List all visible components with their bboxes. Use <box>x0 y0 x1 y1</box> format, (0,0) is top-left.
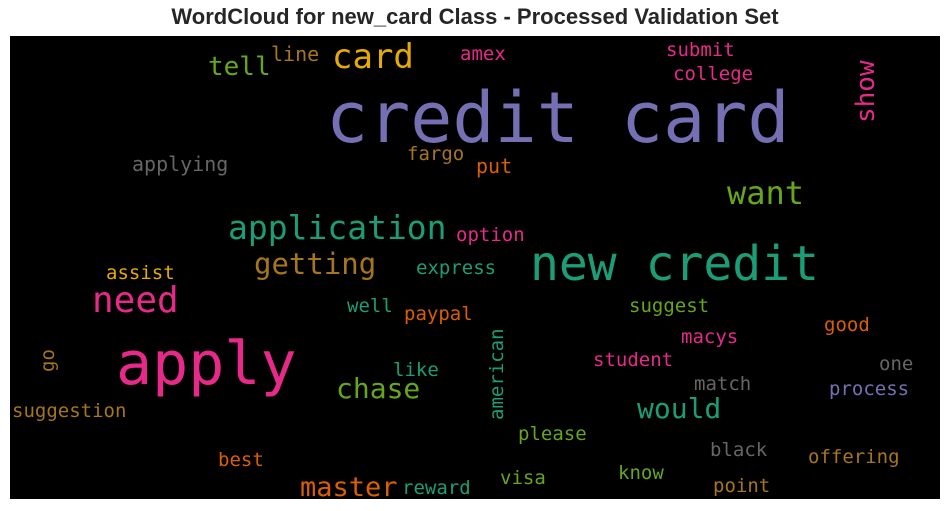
word-tell: tell <box>208 52 271 82</box>
chart-title: WordCloud for new_card Class - Processed… <box>171 4 779 29</box>
word-like: like <box>393 359 439 381</box>
word-option: option <box>456 224 525 246</box>
word-want: want <box>727 174 804 212</box>
word-college: college <box>673 63 753 85</box>
word-submit: submit <box>666 39 735 61</box>
word-point: point <box>713 475 770 497</box>
word-one: one <box>879 353 913 375</box>
word-applying: applying <box>132 152 228 176</box>
wordcloud-svg: credit card new credit apply application car… <box>12 37 913 499</box>
word-credit-card: credit card <box>326 77 790 159</box>
word-reward: reward <box>402 477 471 499</box>
word-process: process <box>829 378 909 400</box>
word-know: know <box>618 462 664 484</box>
word-chase: chase <box>336 372 420 405</box>
word-amex: amex <box>460 43 506 65</box>
word-master: master <box>300 472 398 499</box>
word-go: go <box>37 349 59 372</box>
word-card: card <box>332 37 414 77</box>
word-please: please <box>518 423 587 445</box>
word-match: match <box>694 373 751 395</box>
word-would: would <box>637 392 721 425</box>
word-good: good <box>824 314 870 336</box>
word-need: need <box>92 280 179 321</box>
word-apply: apply <box>116 329 297 399</box>
word-best: best <box>218 449 264 471</box>
word-getting: getting <box>254 247 376 281</box>
word-show: show <box>851 60 881 123</box>
word-american: american <box>486 328 508 420</box>
word-fargo: fargo <box>407 143 464 165</box>
word-macys: macys <box>681 326 738 348</box>
word-new-credit: new credit <box>530 236 819 292</box>
word-suggest: suggest <box>629 295 709 317</box>
word-express: express <box>416 257 496 279</box>
word-well: well <box>347 295 393 317</box>
word-application: application <box>228 208 447 247</box>
word-put: put <box>476 154 512 178</box>
word-line: line <box>271 42 319 66</box>
word-paypal: paypal <box>404 303 473 325</box>
word-student: student <box>593 349 673 371</box>
word-visa: visa <box>500 467 546 489</box>
word-black: black <box>710 439 768 461</box>
word-offering: offering <box>808 446 900 468</box>
word-assist: assist <box>106 262 175 284</box>
word-suggestion: suggestion <box>12 400 126 422</box>
wordcloud-panel <box>10 36 940 499</box>
